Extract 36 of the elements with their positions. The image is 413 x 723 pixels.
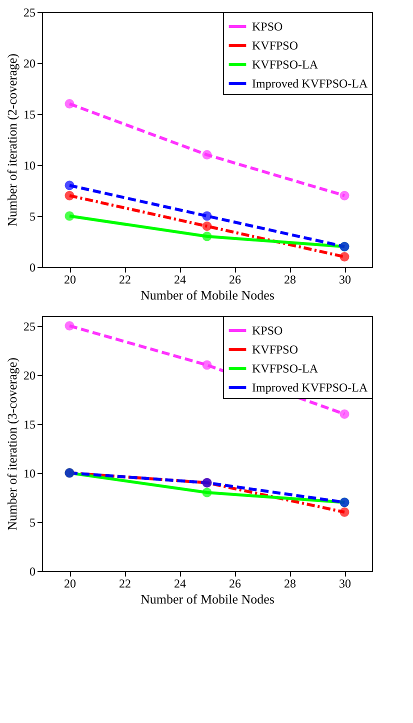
y-tick-label: 25 <box>24 6 36 20</box>
legend-label: KPSO <box>252 324 284 338</box>
y-tick-label: 15 <box>24 108 36 122</box>
y-tick-label: 20 <box>24 368 36 382</box>
y-tick-label: 15 <box>24 417 36 432</box>
x-tick-label: 24 <box>174 576 186 590</box>
x-tick-label: 28 <box>284 272 296 286</box>
x-tick-label: 30 <box>339 272 351 286</box>
y-tick-label: 10 <box>24 466 36 480</box>
x-tick-label: 26 <box>229 576 241 590</box>
y-tick-label: 5 <box>30 210 36 224</box>
x-axis-title: Number of Mobile Nodes <box>140 592 274 606</box>
legend-label: Improved KVFPSO-LA <box>252 380 368 394</box>
x-axis-title: Number of Mobile Nodes <box>140 288 274 302</box>
x-tick-label: 26 <box>229 272 241 286</box>
y-tick-label: 0 <box>30 564 36 578</box>
legend-label: Improved KVFPSO-LA <box>252 76 368 90</box>
x-tick-label: 20 <box>64 272 76 286</box>
y-tick-label: 5 <box>30 515 36 530</box>
x-tick-label: 22 <box>119 576 131 590</box>
y-tick-label: 10 <box>24 158 36 172</box>
y-axis-title: Number of iteration (3-coverage) <box>4 358 20 530</box>
legend-label: KPSO <box>252 20 284 34</box>
y-tick-label: 25 <box>24 319 36 334</box>
legend-label: KVFPSO <box>252 342 298 356</box>
x-tick-label: 30 <box>339 576 351 590</box>
y-tick-label: 20 <box>24 56 36 70</box>
x-tick-label: 22 <box>119 272 131 286</box>
y-axis-title: Number of iteration (2-coverage) <box>4 54 20 226</box>
x-tick-label: 20 <box>64 576 76 590</box>
legend-label: KVFPSO-LA <box>252 58 318 72</box>
legend-label: KVFPSO-LA <box>252 362 318 376</box>
x-tick-label: 24 <box>174 272 186 286</box>
x-tick-label: 28 <box>284 576 296 590</box>
y-tick-label: 0 <box>30 260 36 274</box>
legend-label: KVFPSO <box>252 38 298 52</box>
